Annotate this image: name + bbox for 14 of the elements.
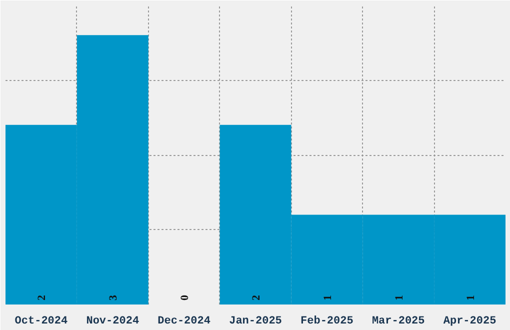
data-label: 2: [36, 294, 48, 300]
data-label: 3: [108, 294, 120, 300]
x-tick-label: Feb-2025: [300, 316, 354, 328]
x-tick-label: Mar-2025: [372, 316, 426, 328]
x-tick-label: Apr-2025: [443, 316, 497, 328]
x-tick-label: Oct-2024: [14, 316, 68, 328]
data-label: 1: [464, 295, 477, 300]
data-label: 0: [179, 294, 192, 300]
data-label: 1: [393, 295, 406, 300]
data-label: 1: [322, 295, 334, 300]
x-tick-label: Dec-2024: [158, 316, 211, 328]
x-tick-label: Jan-2025: [229, 316, 282, 328]
x-tick-label: Nov-2024: [86, 316, 140, 328]
data-label: 2: [250, 294, 262, 300]
